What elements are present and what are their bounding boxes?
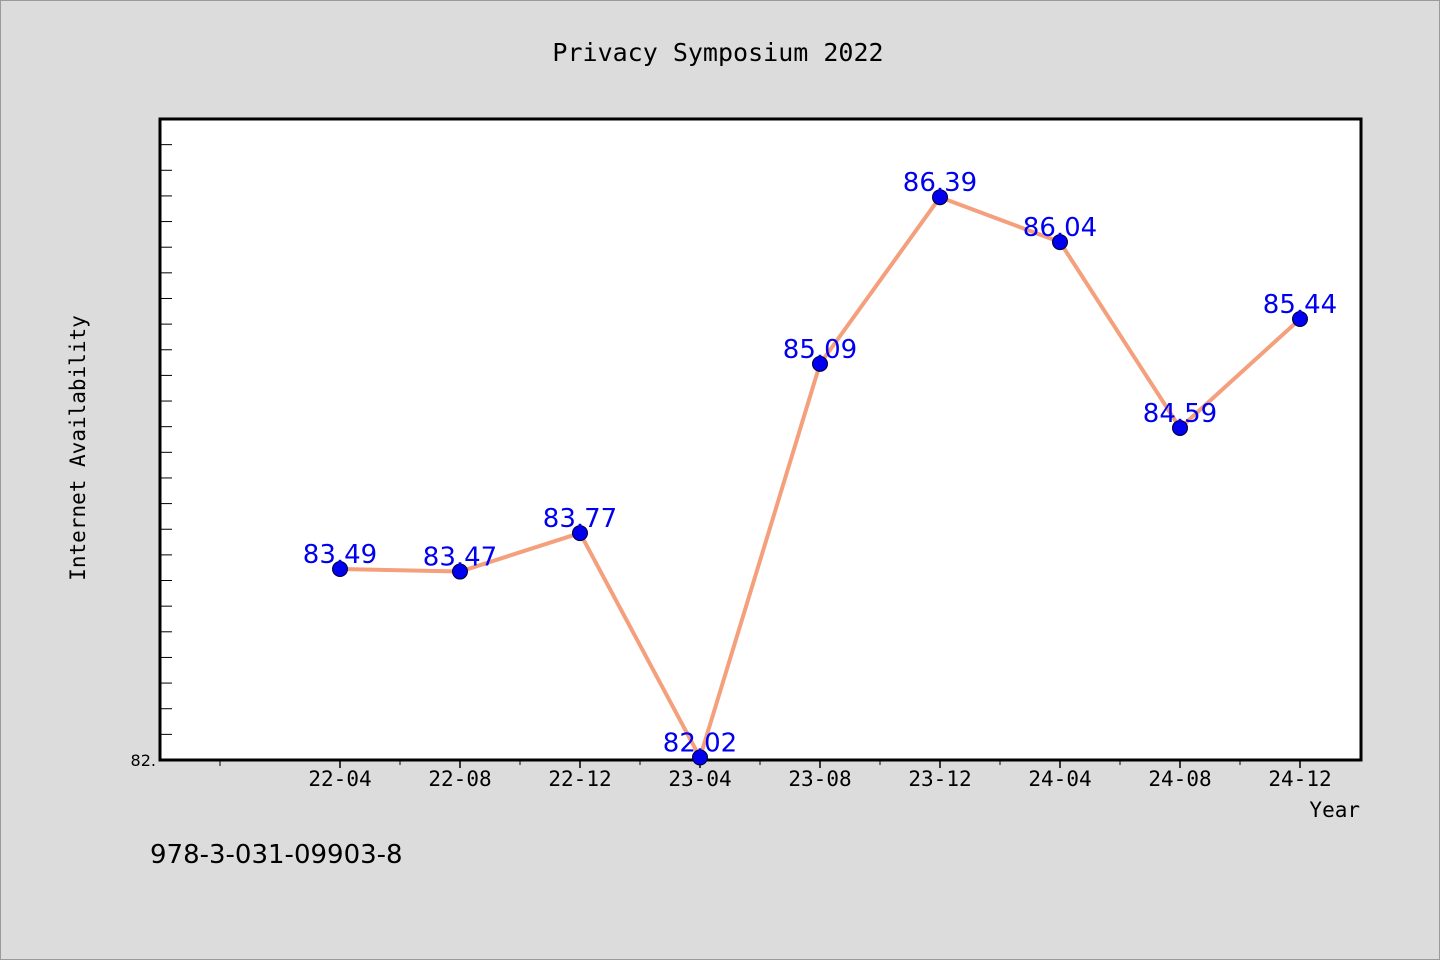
data-label: 85.09 [783, 335, 857, 365]
data-label: 83.77 [543, 504, 617, 534]
data-label: 83.49 [303, 540, 377, 570]
data-point-marker [692, 749, 708, 766]
plot-area [158, 117, 1363, 762]
data-markers [332, 189, 1308, 766]
x-tick-label: 23-04 [668, 767, 731, 791]
footer-isbn: 978-3-031-09903-8 [150, 840, 403, 870]
data-label: 86.39 [903, 168, 977, 198]
x-tick-label: 22-08 [428, 767, 491, 791]
data-label: 86.04 [1023, 213, 1097, 243]
x-tick-label: 22-04 [308, 767, 371, 791]
data-point-marker [1172, 419, 1188, 436]
x-axis-ticks: 22-04 22-08 22-12 23-04 23-08 23-12 24-04 24-08… [219, 760, 1332, 791]
data-point-marker [452, 563, 468, 580]
y-tick-label: 82. [131, 751, 156, 770]
x-tick-label: 23-12 [908, 767, 971, 791]
data-label: 83.47 [423, 543, 497, 573]
data-point-marker [572, 525, 588, 542]
data-point-marker [1292, 310, 1308, 327]
data-point-marker [1052, 234, 1068, 251]
x-tick-label: 24-08 [1148, 767, 1211, 791]
chart-title: Privacy Symposium 2022 [552, 38, 883, 67]
data-labels: 83.49 83.47 83.77 82.02 85.09 86.39 86.04 84.59… [303, 168, 1337, 758]
data-point-marker [332, 560, 348, 577]
y-axis-ticks [160, 118, 172, 761]
data-label: 84.59 [1143, 399, 1217, 429]
x-tick-label: 24-12 [1268, 767, 1331, 791]
y-axis-label: Internet Availability [66, 315, 90, 581]
x-axis-label: Year [1309, 798, 1360, 822]
data-point-marker [812, 355, 828, 372]
data-label: 82.02 [663, 728, 737, 758]
x-tick-label: 24-04 [1028, 767, 1091, 791]
data-point-marker [932, 189, 948, 206]
x-tick-label: 22-12 [548, 767, 611, 791]
data-label: 85.44 [1263, 290, 1337, 320]
x-tick-label: 23-08 [788, 767, 851, 791]
